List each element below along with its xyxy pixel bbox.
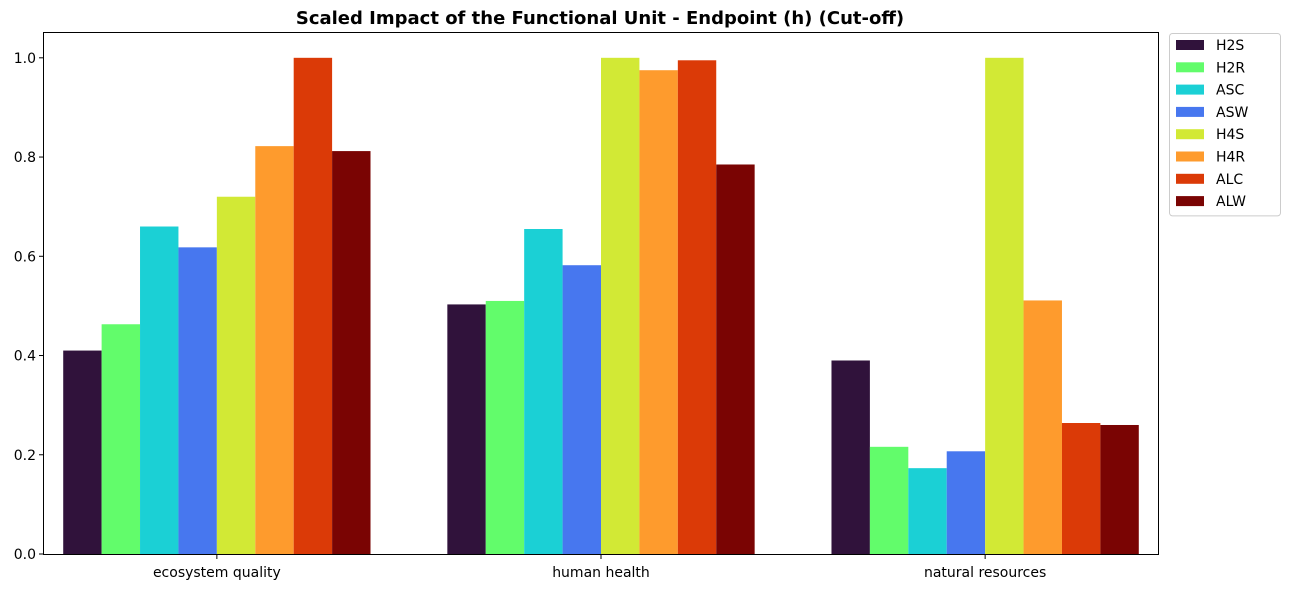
- legend: H2S H2R ASC ASW H4S H4R ALC ALW: [1169, 33, 1281, 217]
- bar-h2r-ecosystem-quality: [101, 324, 141, 554]
- bar-alw-natural-resources: [1100, 424, 1139, 554]
- legend-label-h4s: H4S: [1216, 127, 1244, 143]
- legend-label-h4r: H4R: [1216, 150, 1245, 166]
- legend-label-asw: ASW: [1216, 105, 1248, 121]
- x-tick-label: natural resources: [924, 565, 1046, 581]
- legend-swatch-h4r: [1176, 151, 1204, 162]
- legend-label-asc: ASC: [1216, 83, 1244, 99]
- bar-h4r-ecosystem-quality: [255, 146, 294, 554]
- bar-h2s-human-health: [447, 304, 486, 554]
- legend-swatch-alw: [1176, 196, 1204, 207]
- legend-swatch-h2r: [1176, 62, 1204, 73]
- legend-label-alw: ALW: [1216, 194, 1246, 210]
- bar-asw-ecosystem-quality: [178, 247, 217, 554]
- bar-h4s-ecosystem-quality: [216, 196, 256, 555]
- bar-alc-ecosystem-quality: [293, 57, 333, 555]
- legend-swatch-alc: [1176, 173, 1204, 184]
- bars-group: [63, 57, 1139, 555]
- bar-h2s-ecosystem-quality: [63, 350, 102, 554]
- bar-alw-ecosystem-quality: [332, 151, 371, 554]
- legend-label-alc: ALC: [1216, 172, 1243, 188]
- y-tick-label: 0.0: [14, 547, 36, 563]
- y-tick-label: 0.2: [14, 448, 36, 464]
- y-tick-label: 0.4: [14, 349, 36, 365]
- bar-h2s-natural-resources: [831, 360, 870, 554]
- bar-h4r-natural-resources: [1023, 300, 1062, 554]
- x-tick-label: ecosystem quality: [153, 565, 281, 581]
- y-axis: 0.0 0.2 0.4 0.6 0.8 1.0: [14, 51, 44, 563]
- bar-h2r-human-health: [485, 300, 525, 554]
- bar-h4r-human-health: [639, 70, 678, 555]
- bar-asw-natural-resources: [946, 451, 986, 554]
- legend-swatch-h2s: [1176, 40, 1204, 50]
- bar-asc-human-health: [524, 229, 563, 554]
- bar-asw-human-health: [562, 265, 601, 554]
- legend-swatch-asc: [1176, 84, 1204, 95]
- x-tick-label: human health: [552, 565, 650, 581]
- legend-label-h2s: H2S: [1216, 38, 1244, 54]
- plot-frame: [43, 32, 1159, 555]
- bar-h4s-human-health: [601, 57, 640, 555]
- x-axis: ecosystem quality human health natural res…: [153, 554, 1046, 581]
- y-tick-label: 0.8: [14, 150, 36, 166]
- bar-asc-ecosystem-quality: [140, 226, 179, 554]
- y-tick-label: 1.0: [14, 51, 36, 67]
- bar-alc-natural-resources: [1061, 423, 1101, 554]
- bar-h4s-natural-resources: [985, 57, 1024, 555]
- bar-asc-natural-resources: [908, 468, 947, 554]
- chart-title: Scaled Impact of the Functional Unit - E…: [296, 8, 904, 29]
- y-tick-label: 0.6: [14, 249, 36, 265]
- legend-label-h2r: H2R: [1216, 60, 1245, 76]
- legend-swatch-h4s: [1176, 129, 1204, 140]
- bar-h2r-natural-resources: [869, 446, 909, 554]
- legend-frame: [1169, 33, 1281, 217]
- bar-alw-human-health: [716, 164, 755, 555]
- bar-alc-human-health: [677, 60, 717, 554]
- legend-swatch-asw: [1176, 106, 1204, 117]
